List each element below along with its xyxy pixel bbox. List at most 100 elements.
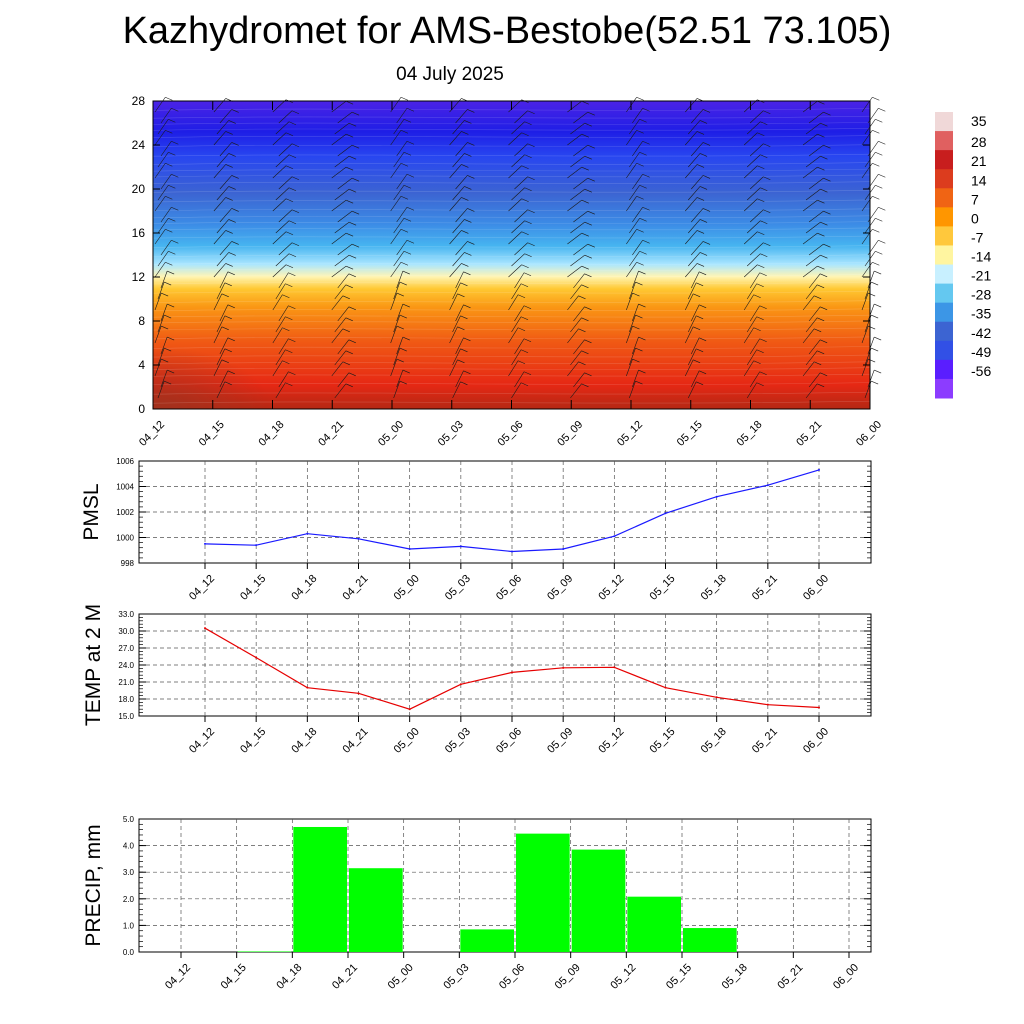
- heatmap-y-tick-label: 24: [132, 138, 146, 152]
- wind-barb-flag: [757, 132, 765, 136]
- wind-barb: [219, 208, 232, 223]
- heatmap-x-tick-label: 06_00: [854, 419, 884, 449]
- x-tick-label: 05_15: [664, 962, 694, 992]
- wind-barb-flag: [224, 315, 232, 320]
- colorbar-swatch: [935, 340, 953, 361]
- wind-barb: [805, 122, 821, 135]
- colorbar-label: 14: [971, 172, 987, 188]
- wind-barb-flag: [231, 142, 239, 146]
- wind-barb: [626, 292, 633, 311]
- wind-barb: [514, 371, 525, 388]
- wind-barb: [393, 218, 405, 234]
- wind-barb: [690, 304, 700, 322]
- wind-barb: [570, 122, 585, 135]
- wind-barb-flag: [164, 380, 172, 385]
- wind-barb: [213, 131, 226, 146]
- wind-barb: [514, 110, 528, 124]
- y-tick-label: 21.0: [118, 678, 134, 687]
- wind-barb: [337, 372, 350, 388]
- colorbar-label: -14: [971, 249, 991, 265]
- wind-barb: [514, 209, 528, 223]
- wind-barb: [455, 370, 464, 388]
- wind-barb-flag: [527, 143, 535, 147]
- wind-barb: [219, 109, 232, 124]
- wind-barb: [805, 350, 818, 366]
- wind-barb-flag: [349, 188, 357, 193]
- wind-barb-flag: [224, 381, 232, 386]
- x-tick-label: 05_18: [699, 726, 729, 756]
- wind-barb: [567, 361, 579, 377]
- wind-barb-flag: [699, 120, 708, 124]
- wind-barb: [278, 176, 293, 190]
- wind-barb: [632, 174, 643, 190]
- wind-barb: [272, 165, 287, 179]
- wind-barb-flag: [639, 250, 647, 255]
- wind-barb-flag: [760, 121, 768, 125]
- x-tick-label: 06_00: [801, 573, 831, 603]
- wind-barb-flag: [520, 316, 529, 321]
- wind-barb-flag: [875, 217, 883, 222]
- wind-barb: [452, 315, 461, 333]
- wind-barb: [337, 177, 353, 190]
- wind-barb-flag: [699, 337, 707, 342]
- wind-barb-flag: [457, 359, 465, 364]
- wind-barb: [393, 347, 401, 366]
- wind-barb-flag: [164, 347, 172, 352]
- isotherm-line: [152, 391, 871, 395]
- wind-barb-flag: [171, 206, 179, 211]
- wind-barb: [455, 175, 468, 190]
- wind-barb: [632, 369, 639, 388]
- wind-barb-flag: [642, 206, 650, 211]
- wind-barb: [573, 306, 585, 322]
- wind-barb-flag: [820, 273, 828, 278]
- wind-barb: [688, 186, 701, 201]
- wind-barb: [334, 122, 350, 135]
- isotherm-line: [152, 400, 871, 404]
- wind-barb-flag: [352, 210, 360, 215]
- colorbar-swatch: [935, 207, 953, 227]
- wind-barb-flag: [817, 350, 825, 355]
- wind-barb-flag: [878, 206, 886, 211]
- wind-barb-flag: [578, 295, 586, 300]
- wind-barb: [160, 141, 172, 157]
- wind-barb-flag: [346, 199, 354, 204]
- wind-barb-flag: [696, 263, 705, 267]
- colorbar-label: -56: [971, 363, 991, 379]
- data-point: [511, 671, 513, 674]
- wind-barb-flag: [461, 230, 469, 234]
- wind-barb-flag: [282, 327, 290, 332]
- wind-barb: [861, 262, 873, 278]
- wind-barb: [160, 108, 172, 124]
- wind-barb: [749, 272, 760, 289]
- y-tick-label: 0.0: [123, 948, 135, 957]
- wind-barb: [626, 262, 637, 278]
- wind-barb-flag: [817, 383, 825, 388]
- wind-barb: [685, 197, 698, 212]
- wind-barb-flag: [524, 121, 532, 125]
- wind-barb: [629, 185, 640, 201]
- wind-barb-flag: [696, 230, 705, 234]
- colorbar-swatch: [935, 226, 953, 246]
- wind-barb: [331, 133, 347, 146]
- wind-barb-flag: [581, 383, 589, 388]
- wind-barb-flag: [227, 337, 235, 342]
- wind-barb: [632, 270, 639, 289]
- wind-barb-flag: [635, 281, 643, 286]
- y-axis-label: PMSL: [80, 483, 103, 540]
- wind-barb: [275, 382, 286, 399]
- y-tick-label: 30.0: [118, 627, 134, 636]
- wind-barb-flag: [696, 164, 705, 168]
- wind-barb-flag: [757, 165, 765, 169]
- x-tick-label: 05_03: [443, 726, 473, 756]
- heatmap-x-tick-label: 04_21: [316, 419, 346, 449]
- x-tick-label: 04_12: [163, 962, 193, 992]
- wind-barb-flag: [820, 188, 828, 193]
- x-tick-label: 05_18: [699, 573, 729, 603]
- wind-barb-flag: [352, 144, 360, 149]
- wind-barb-flag: [817, 232, 825, 237]
- wind-barb: [452, 120, 465, 135]
- data-point: [255, 544, 258, 547]
- wind-barb-flag: [874, 369, 882, 374]
- wind-barb-flag: [285, 264, 294, 268]
- wind-barb: [452, 381, 461, 399]
